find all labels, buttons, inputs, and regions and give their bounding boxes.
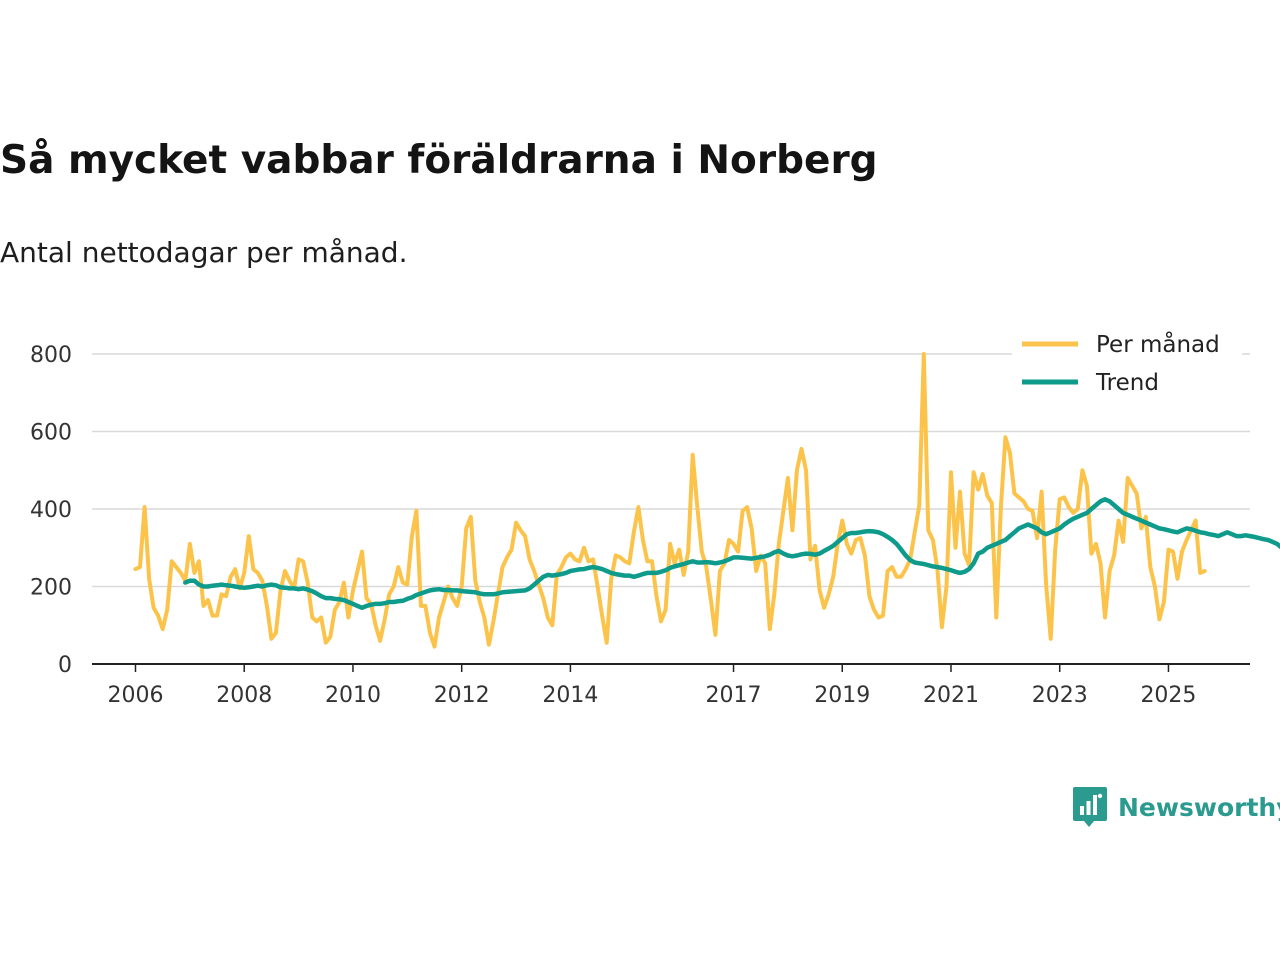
- x-tick-label: 2021: [923, 683, 979, 708]
- series-line-per-manad: [133, 352, 1207, 649]
- x-tick-label: 2006: [107, 683, 163, 708]
- series-line-trend: [183, 497, 1280, 611]
- y-tick-label: 200: [30, 576, 72, 601]
- x-tick-label: 2025: [1140, 683, 1196, 708]
- x-tick-label: 2010: [325, 683, 381, 708]
- y-tick-label: 400: [30, 498, 72, 523]
- chart-subtitle: Antal nettodagar per månad.: [0, 236, 408, 269]
- legend-label: Trend: [1095, 370, 1159, 396]
- x-tick-label: 2019: [814, 683, 870, 708]
- x-tick-label: 2017: [706, 683, 762, 708]
- y-tick-label: 600: [30, 421, 72, 446]
- x-tick-label: 2012: [434, 683, 490, 708]
- legend: Per månad Trend: [1012, 322, 1242, 408]
- legend-background: [1012, 322, 1242, 408]
- x-tick-label: 2014: [542, 683, 598, 708]
- newsworthy-logo-icon: [1073, 787, 1107, 827]
- x-tick-label: 2008: [216, 683, 272, 708]
- legend-label: Per månad: [1096, 330, 1220, 358]
- brand-logo: Newsworthy: [1072, 786, 1280, 828]
- y-tick-label: 800: [30, 343, 72, 368]
- y-tick-label: 0: [58, 653, 72, 678]
- series-layer: [133, 352, 1280, 649]
- gridlines: 0 200 400 600 800: [30, 343, 1250, 678]
- brand-name: Newsworthy: [1118, 792, 1280, 822]
- x-tick-label: 2023: [1032, 683, 1088, 708]
- chart-title: Så mycket vabbar föräldrarna i Norberg: [0, 138, 878, 183]
- x-axis: 2006 2008 2010 2012 2014 2017 2019 2021 2023 2025: [92, 663, 1250, 708]
